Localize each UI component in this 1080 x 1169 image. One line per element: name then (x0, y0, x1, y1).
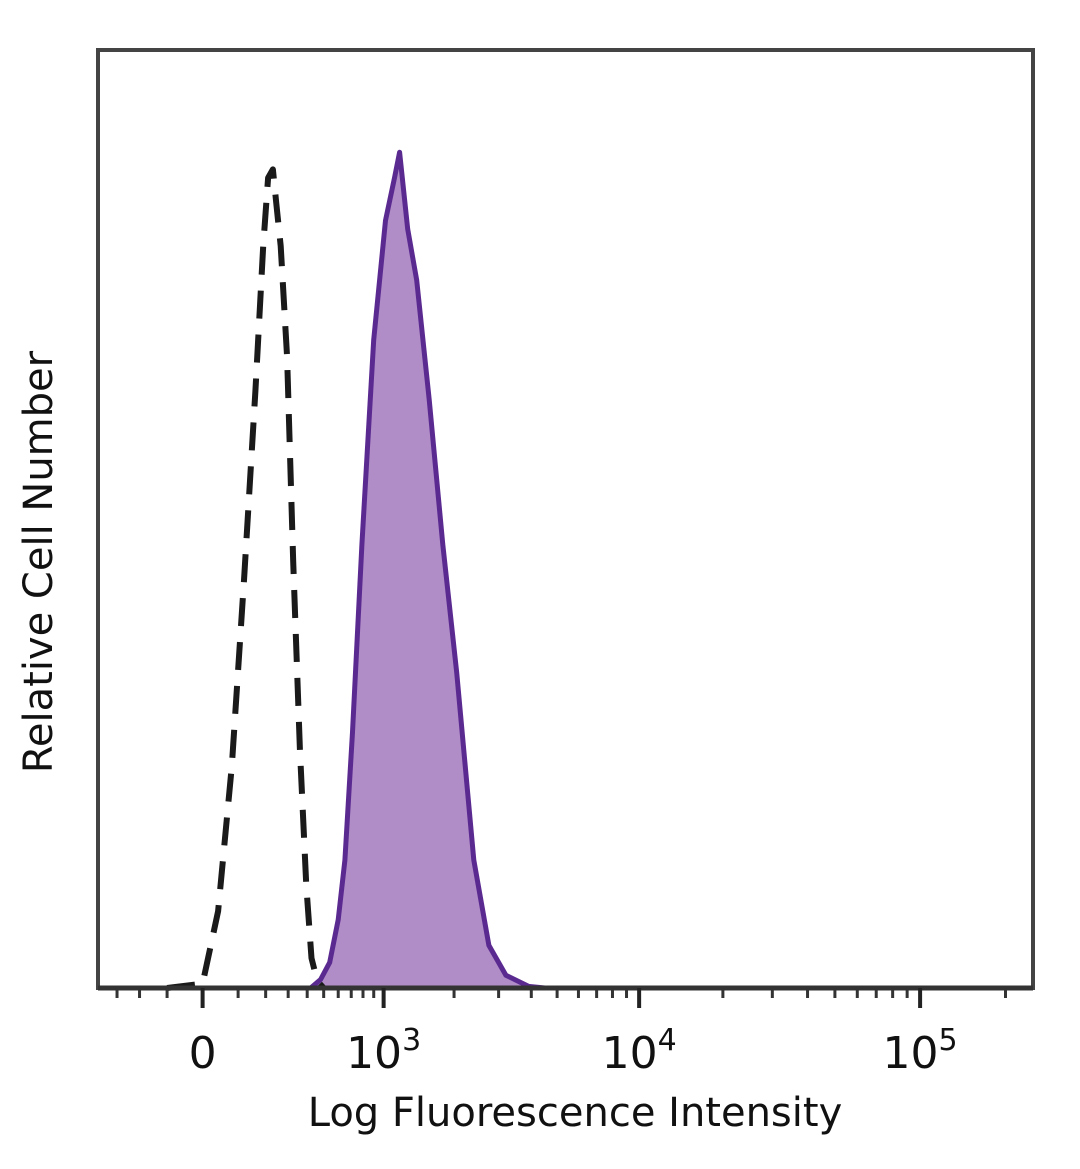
y-axis-label: Relative Cell Number (16, 350, 62, 773)
tick-layer: 0 103 104 105 (115, 988, 1007, 1079)
x-tick-label-3: 105 (883, 1023, 958, 1079)
plot-frame (96, 48, 1035, 990)
series-1-line (299, 149, 546, 991)
x-axis-label: Log Fluorescence Intensity (308, 1090, 843, 1136)
series-0-line (166, 166, 326, 991)
x-tick-label-0: 0 (189, 1028, 217, 1079)
series-1-fill (299, 152, 545, 989)
x-tick-label-2: 104 (602, 1023, 677, 1079)
series-layer (166, 149, 546, 991)
x-tick-label-1: 103 (346, 1023, 421, 1079)
